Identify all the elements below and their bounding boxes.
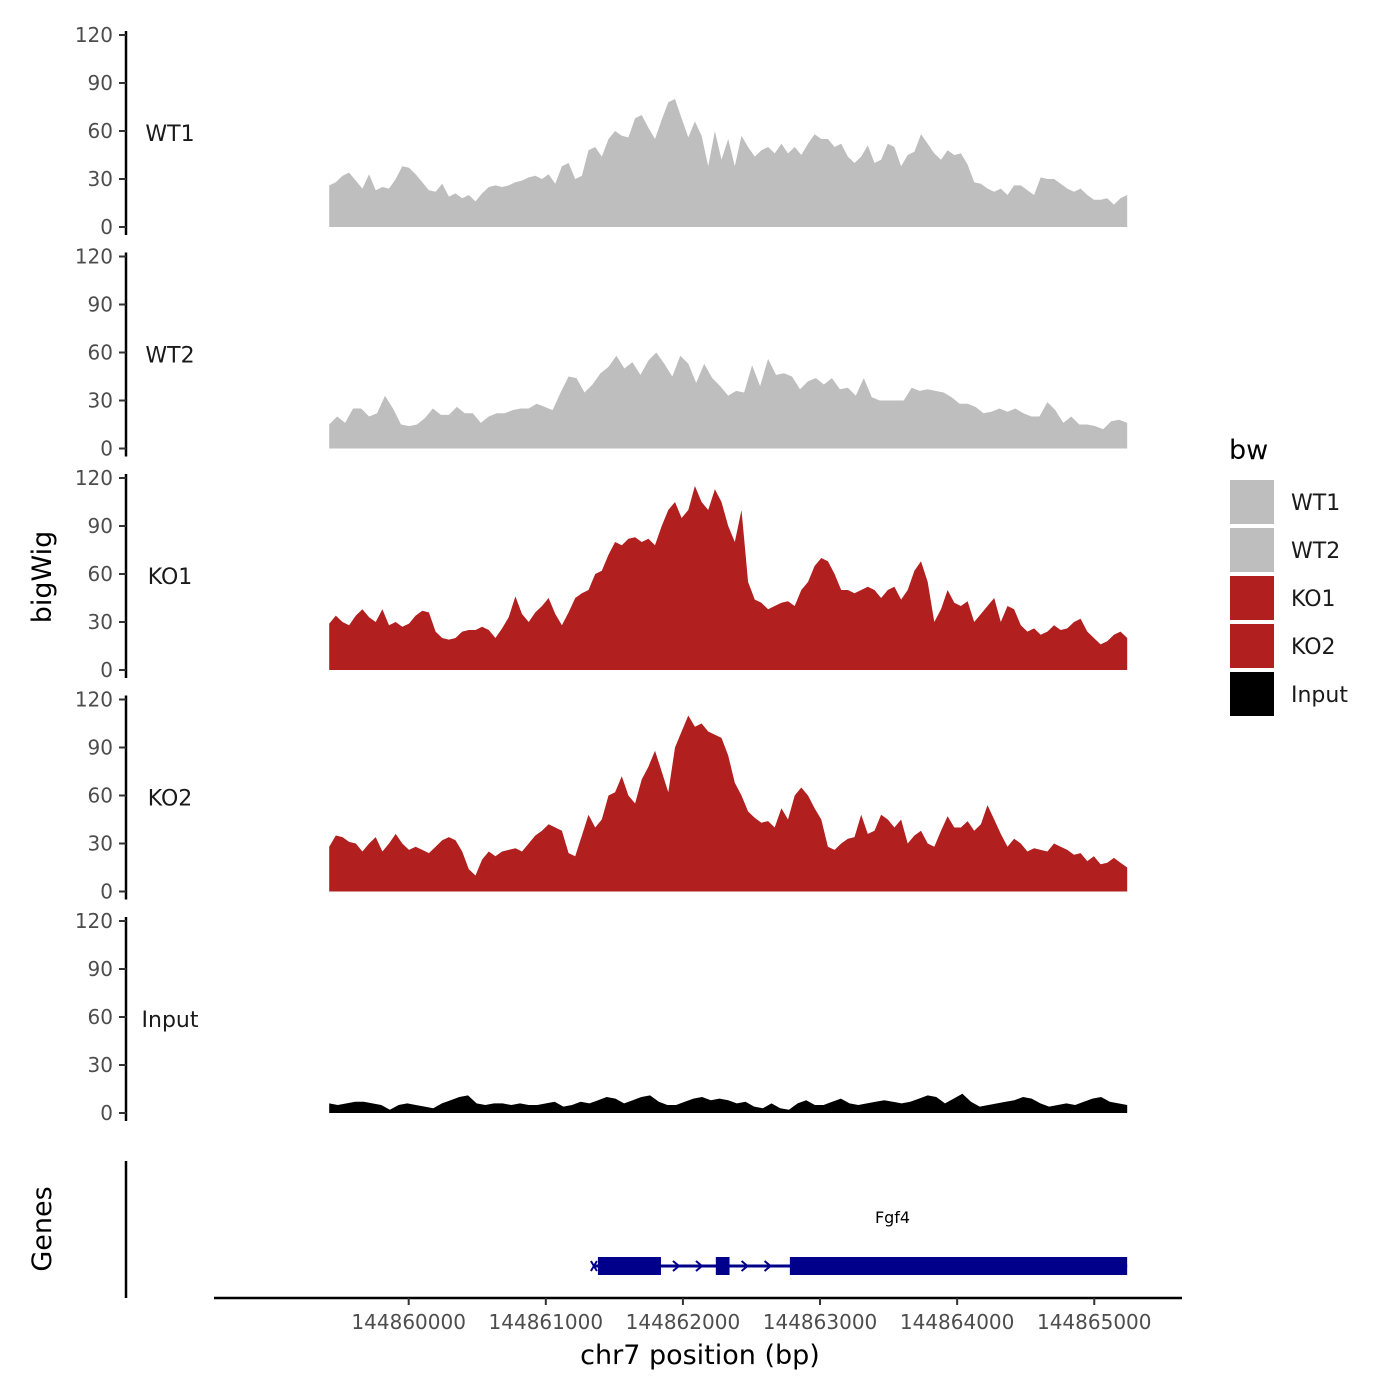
y-tick-label: 0 bbox=[100, 437, 113, 461]
x-tick-label: 144864000 bbox=[900, 1310, 1015, 1334]
legend-key-wt1 bbox=[1230, 480, 1274, 524]
x-axis-title: chr7 position (bp) bbox=[580, 1340, 820, 1371]
legend-item-input: Input bbox=[1230, 672, 1348, 716]
track-ko2: 0 30 60 90 120 KO2 bbox=[75, 688, 1128, 904]
gene-exon bbox=[715, 1257, 730, 1275]
legend-label: Input bbox=[1291, 683, 1348, 708]
gene-exon bbox=[597, 1257, 661, 1275]
y-tick-label: 120 bbox=[75, 23, 113, 47]
track-ko1: 0 30 60 90 120 KO1 bbox=[75, 466, 1128, 682]
x-tick-label: 144861000 bbox=[489, 1310, 604, 1334]
y-tick-label: 0 bbox=[100, 1101, 113, 1125]
y-tick-label: 60 bbox=[88, 119, 113, 143]
gene-name-label: Fgf4 bbox=[875, 1208, 910, 1227]
y-tick-label: 90 bbox=[88, 736, 113, 760]
legend-key-wt2 bbox=[1230, 528, 1274, 572]
y-tick-label: 90 bbox=[88, 514, 113, 538]
y-tick-label: 90 bbox=[88, 293, 113, 317]
area-ko2 bbox=[329, 715, 1128, 892]
legend-item-wt1: WT1 bbox=[1230, 480, 1340, 524]
legend-key-input bbox=[1230, 672, 1274, 716]
gene-fgf4: Fgf4 bbox=[590, 1208, 1128, 1275]
legend-label: WT2 bbox=[1291, 539, 1340, 564]
area-input bbox=[329, 1093, 1128, 1113]
y-tick-label: 30 bbox=[88, 1053, 113, 1077]
legend-item-wt2: WT2 bbox=[1230, 528, 1340, 572]
strand-arrow bbox=[672, 1260, 681, 1272]
y-tick-label: 30 bbox=[88, 610, 113, 634]
legend-item-ko1: KO1 bbox=[1230, 576, 1336, 620]
y-tick-label: 0 bbox=[100, 880, 113, 904]
y-tick-label: 30 bbox=[88, 389, 113, 413]
legend-label: WT1 bbox=[1291, 491, 1340, 516]
legend-item-ko2: KO2 bbox=[1230, 624, 1336, 668]
legend-key-ko1 bbox=[1230, 576, 1274, 620]
legend-key-ko2 bbox=[1230, 624, 1274, 668]
strand-arrow bbox=[695, 1260, 704, 1272]
y-tick-label: 0 bbox=[100, 658, 113, 682]
legend-label: KO1 bbox=[1291, 587, 1336, 612]
y-tick-label: 120 bbox=[75, 466, 113, 490]
y-tick-label: 120 bbox=[75, 688, 113, 712]
y-tick-label: 60 bbox=[88, 562, 113, 586]
gene-exon bbox=[789, 1257, 1128, 1275]
track-input: 0 30 60 90 120 Input bbox=[75, 909, 1128, 1125]
gene-start-mark bbox=[590, 1260, 598, 1272]
area-wt1 bbox=[329, 99, 1128, 227]
y-tick-label: 120 bbox=[75, 909, 113, 933]
strand-arrow bbox=[740, 1260, 750, 1272]
gene-models: Fgf4 bbox=[590, 1208, 1128, 1275]
strand-arrow bbox=[763, 1260, 773, 1272]
y-tick-label: 120 bbox=[75, 245, 113, 269]
track-label: WT2 bbox=[145, 344, 194, 369]
legend: bw WT1 WT2 KO1 KO2 Input bbox=[1229, 435, 1348, 716]
legend-title: bw bbox=[1229, 435, 1268, 466]
y-tick-label: 30 bbox=[88, 832, 113, 856]
track-label: WT1 bbox=[145, 122, 194, 147]
track-label: KO1 bbox=[148, 565, 193, 590]
y-tick-label: 30 bbox=[88, 167, 113, 191]
x-axis: 144860000 144861000 144862000 144863000 1448… bbox=[214, 1296, 1182, 1334]
track-wt1: 0 30 60 90 120 WT1 bbox=[75, 23, 1128, 239]
y-tick-label: 0 bbox=[100, 215, 113, 239]
x-tick-label: 144862000 bbox=[626, 1310, 741, 1334]
y-tick-label: 60 bbox=[88, 341, 113, 365]
genes-axis-title: Genes bbox=[27, 1186, 58, 1271]
y-tick-label: 60 bbox=[88, 1005, 113, 1029]
legend-items: WT1 WT2 KO1 KO2 Input bbox=[1230, 480, 1348, 716]
signal-tracks: 0306090120WT10306090120WT20306090120KO10… bbox=[75, 23, 1128, 1125]
y-tick-label: 60 bbox=[88, 784, 113, 808]
area-ko1 bbox=[329, 486, 1128, 670]
y-tick-label: 90 bbox=[88, 71, 113, 95]
x-tick-label: 144865000 bbox=[1037, 1310, 1152, 1334]
y-axis-title: bigWig bbox=[27, 531, 58, 624]
y-tick-label: 90 bbox=[88, 957, 113, 981]
area-wt2 bbox=[329, 352, 1128, 449]
track-label: KO2 bbox=[148, 787, 193, 812]
legend-label: KO2 bbox=[1291, 635, 1336, 660]
x-tick-label: 144863000 bbox=[763, 1310, 878, 1334]
track-wt2: 0 30 60 90 120 WT2 bbox=[75, 245, 1128, 461]
gene-panel: Fgf4 bbox=[124, 1161, 1128, 1298]
x-ticks: 144860000 144861000 144862000 144863000 1448… bbox=[351, 1298, 1152, 1334]
x-tick-label: 144860000 bbox=[351, 1310, 466, 1334]
track-label: Input bbox=[142, 1008, 199, 1033]
